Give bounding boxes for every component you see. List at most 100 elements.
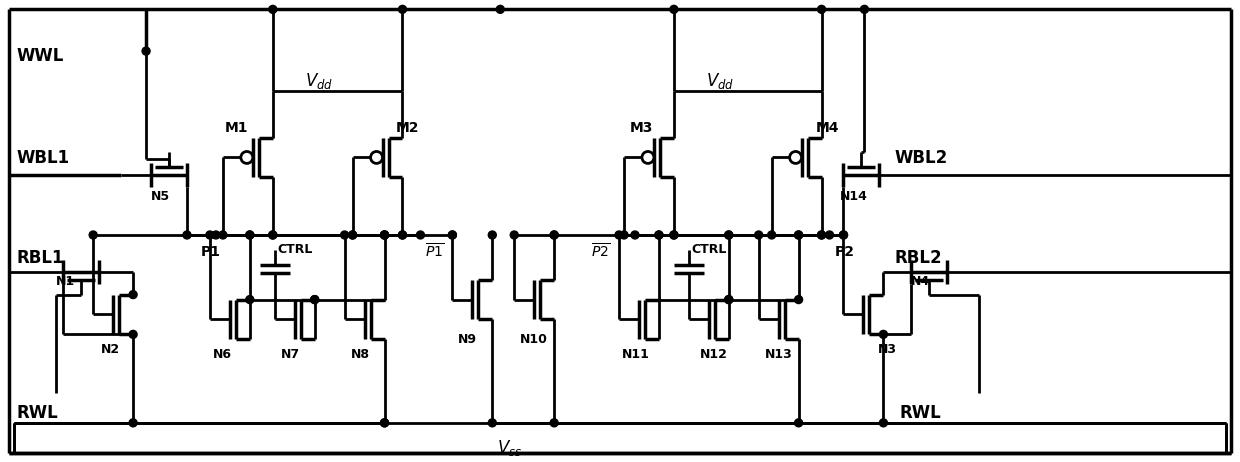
Circle shape xyxy=(206,231,215,239)
Circle shape xyxy=(724,296,733,304)
Circle shape xyxy=(449,231,456,239)
Circle shape xyxy=(381,231,388,239)
Circle shape xyxy=(129,330,138,338)
Text: N10: N10 xyxy=(521,333,548,346)
Circle shape xyxy=(246,296,254,304)
Text: M3: M3 xyxy=(630,121,653,134)
Text: WBL2: WBL2 xyxy=(894,149,947,167)
Circle shape xyxy=(143,47,150,55)
Circle shape xyxy=(219,231,227,239)
Text: N5: N5 xyxy=(151,190,170,203)
Circle shape xyxy=(817,6,826,13)
Circle shape xyxy=(724,231,733,239)
Circle shape xyxy=(551,231,558,239)
Circle shape xyxy=(241,152,253,164)
Text: $\overline{P1}$: $\overline{P1}$ xyxy=(425,243,445,261)
Circle shape xyxy=(670,6,678,13)
Circle shape xyxy=(755,231,763,239)
Circle shape xyxy=(398,231,407,239)
Text: N8: N8 xyxy=(351,348,370,361)
Circle shape xyxy=(826,231,833,239)
Circle shape xyxy=(795,231,802,239)
Circle shape xyxy=(381,419,388,427)
Circle shape xyxy=(790,152,801,164)
Text: CTRL: CTRL xyxy=(692,243,727,256)
Text: $V_{dd}$: $V_{dd}$ xyxy=(706,71,734,91)
Circle shape xyxy=(341,231,348,239)
Circle shape xyxy=(246,231,254,239)
Circle shape xyxy=(551,231,558,239)
Circle shape xyxy=(269,6,277,13)
Circle shape xyxy=(551,419,558,427)
Text: P1: P1 xyxy=(201,245,221,259)
Circle shape xyxy=(246,231,254,239)
Circle shape xyxy=(489,231,496,239)
Circle shape xyxy=(817,231,826,239)
Circle shape xyxy=(89,231,97,239)
Circle shape xyxy=(489,419,496,427)
Circle shape xyxy=(269,231,277,239)
Text: RWL: RWL xyxy=(16,404,58,422)
Circle shape xyxy=(620,231,627,239)
Text: WWL: WWL xyxy=(16,47,63,65)
Circle shape xyxy=(724,231,733,239)
Circle shape xyxy=(398,6,407,13)
Text: $V_{ss}$: $V_{ss}$ xyxy=(497,438,522,458)
Circle shape xyxy=(655,231,663,239)
Circle shape xyxy=(655,231,663,239)
Circle shape xyxy=(817,231,826,239)
Circle shape xyxy=(381,231,388,239)
Circle shape xyxy=(642,152,653,164)
Circle shape xyxy=(449,231,456,239)
Text: $\overline{P2}$: $\overline{P2}$ xyxy=(590,243,610,261)
Text: P2: P2 xyxy=(835,245,854,259)
Circle shape xyxy=(795,296,802,304)
Circle shape xyxy=(510,231,518,239)
Circle shape xyxy=(269,231,277,239)
Circle shape xyxy=(795,231,802,239)
Text: N13: N13 xyxy=(765,348,792,361)
Circle shape xyxy=(129,291,138,298)
Text: N3: N3 xyxy=(878,343,897,356)
Text: N12: N12 xyxy=(699,348,728,361)
Circle shape xyxy=(398,231,407,239)
Text: $V_{dd}$: $V_{dd}$ xyxy=(305,71,332,91)
Text: RWL: RWL xyxy=(899,404,941,422)
Circle shape xyxy=(212,231,219,239)
Circle shape xyxy=(861,6,868,13)
Text: N11: N11 xyxy=(622,348,650,361)
Circle shape xyxy=(348,231,357,239)
Circle shape xyxy=(311,296,319,304)
Circle shape xyxy=(879,330,888,338)
Text: CTRL: CTRL xyxy=(278,243,314,256)
Text: N6: N6 xyxy=(213,348,232,361)
Circle shape xyxy=(184,231,191,239)
Text: N14: N14 xyxy=(839,190,868,203)
Text: M1: M1 xyxy=(224,121,248,134)
Circle shape xyxy=(795,419,802,427)
Circle shape xyxy=(371,152,382,164)
Circle shape xyxy=(129,419,138,427)
Text: WBL1: WBL1 xyxy=(16,149,69,167)
Circle shape xyxy=(348,231,357,239)
Text: N2: N2 xyxy=(102,343,120,356)
Text: RBL2: RBL2 xyxy=(894,249,942,267)
Circle shape xyxy=(496,6,505,13)
Text: N1: N1 xyxy=(56,275,76,288)
Circle shape xyxy=(417,231,424,239)
Circle shape xyxy=(381,231,388,239)
Circle shape xyxy=(670,231,678,239)
Text: M4: M4 xyxy=(816,121,839,134)
Text: N9: N9 xyxy=(459,333,477,346)
Circle shape xyxy=(839,231,847,239)
Circle shape xyxy=(615,231,622,239)
Circle shape xyxy=(381,419,388,427)
Text: N4: N4 xyxy=(911,275,930,288)
Text: RBL1: RBL1 xyxy=(16,249,63,267)
Circle shape xyxy=(839,231,847,239)
Circle shape xyxy=(670,231,678,239)
Circle shape xyxy=(724,296,733,304)
Text: M2: M2 xyxy=(396,121,419,134)
Circle shape xyxy=(879,419,888,427)
Circle shape xyxy=(631,231,639,239)
